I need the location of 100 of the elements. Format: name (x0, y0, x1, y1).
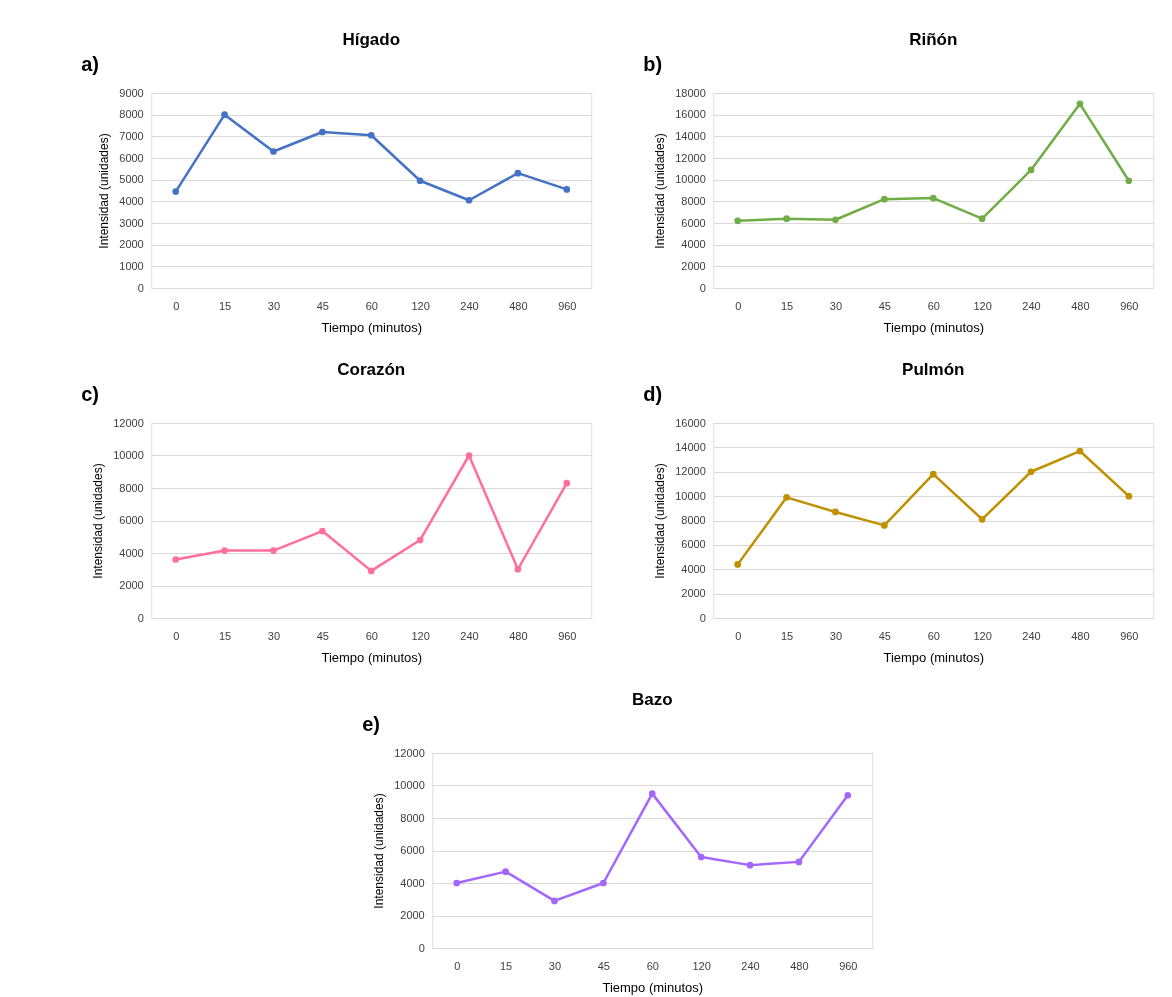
x-tick-label: 60 (365, 299, 378, 312)
y-tick-label: 4000 (400, 876, 425, 889)
point (514, 565, 522, 573)
text: b) (643, 53, 663, 75)
point (697, 853, 705, 861)
point (734, 561, 742, 568)
y-tick-label: 0 (418, 941, 425, 954)
text: d) (643, 383, 663, 405)
y-tick-label: 10000 (675, 173, 706, 186)
x-tick-label: 960 (1120, 299, 1139, 312)
y-tick-label: 4000 (119, 546, 144, 559)
y-tick-label: 2000 (400, 909, 425, 921)
point (465, 452, 473, 459)
text: a) (81, 53, 100, 75)
y-tick-label: 14000 (675, 129, 706, 142)
point (832, 216, 839, 224)
point (600, 879, 607, 887)
x-tick-label: 45 (878, 299, 891, 312)
x-tick-label: 60 (646, 959, 659, 972)
y-tick-label: 8000 (681, 514, 706, 526)
x-tick-label: 240 (460, 299, 479, 312)
x-tick-label: 0 (735, 629, 742, 642)
x-tick-label: 960 (839, 959, 858, 972)
point (221, 111, 228, 119)
x-tick-label: 60 (927, 299, 940, 312)
point (844, 791, 852, 799)
point (1027, 468, 1035, 476)
x-tick-label: 45 (316, 629, 329, 642)
y-tick-label: 6000 (119, 151, 144, 164)
point (172, 188, 180, 195)
x-tick-label: 480 (790, 959, 809, 972)
y-tick-label: 8000 (681, 194, 706, 207)
point (783, 494, 790, 501)
point (1125, 177, 1133, 185)
point (929, 194, 937, 202)
point (746, 861, 754, 869)
point (319, 527, 326, 535)
x-tick-label: 480 (1071, 629, 1090, 642)
x-tick-label: 15 (499, 959, 513, 972)
point (416, 536, 424, 544)
y-tick-label: 2000 (681, 587, 706, 600)
chart-title: Hígado (342, 30, 401, 49)
point (734, 217, 742, 225)
point (453, 879, 461, 887)
y-tick-label: 9000 (119, 86, 144, 99)
point (551, 897, 558, 905)
y-tick-label: 2000 (681, 259, 706, 272)
y-tick-label: 4000 (681, 562, 706, 575)
x-tick-label: 30 (829, 299, 843, 312)
x-tick-label: 15 (218, 299, 232, 312)
y-axis-title: Intensidad (unidades) (653, 133, 668, 249)
x-axis-title: Tiempo (minutos) (321, 319, 423, 335)
point (563, 186, 571, 193)
x-tick-label: 30 (267, 299, 281, 312)
y-tick-label: 1000 (119, 259, 144, 272)
y-tick-label: 12000 (675, 465, 706, 478)
x-tick-label: 0 (454, 959, 461, 972)
x-tick-label: 120 (411, 629, 430, 642)
x-tick-label: 480 (1071, 299, 1090, 312)
point (1076, 100, 1084, 108)
x-tick-label: 480 (509, 629, 528, 642)
point (1076, 447, 1084, 455)
x-tick-label: 240 (1022, 629, 1041, 642)
x-axis-title: Tiempo (minutos) (602, 979, 704, 995)
y-tick-label: 3000 (119, 216, 144, 229)
x-tick-label: 30 (267, 629, 281, 642)
point (514, 169, 522, 177)
point (648, 790, 656, 797)
y-axis-title: Intensidad (unidades) (91, 463, 106, 579)
x-tick-label: 30 (829, 629, 843, 642)
point (172, 556, 180, 563)
x-tick-label: 0 (173, 629, 180, 642)
text: e) (362, 713, 381, 735)
x-axis-title: Tiempo (minutos) (321, 649, 423, 665)
y-axis-title: Intensidad (unidades) (653, 463, 668, 579)
x-tick-label: 240 (741, 959, 760, 972)
y-tick-label: 16000 (675, 416, 706, 429)
point (1125, 492, 1133, 500)
point (465, 196, 473, 204)
x-tick-label: 45 (597, 959, 610, 972)
x-tick-label: 240 (1022, 299, 1041, 312)
y-tick-label: 14000 (675, 440, 706, 453)
point (795, 858, 803, 866)
chart-title: Bazo (631, 690, 673, 709)
chart-title: Pulmón (902, 360, 965, 379)
y-tick-label: 6000 (119, 514, 144, 526)
point (563, 479, 571, 487)
x-tick-label: 15 (780, 629, 794, 642)
x-axis-title: Tiempo (minutos) (883, 649, 985, 665)
x-tick-label: 480 (509, 299, 528, 312)
x-tick-label: 45 (316, 299, 329, 312)
y-tick-label: 0 (699, 281, 706, 294)
point (881, 522, 888, 529)
point (221, 547, 228, 554)
x-tick-label: 60 (365, 629, 378, 642)
y-tick-label: 12000 (675, 151, 706, 164)
y-tick-label: 6000 (400, 844, 425, 856)
x-tick-label: 15 (218, 629, 232, 642)
chart-title: Corazón (337, 360, 406, 379)
x-tick-label: 0 (173, 299, 180, 312)
